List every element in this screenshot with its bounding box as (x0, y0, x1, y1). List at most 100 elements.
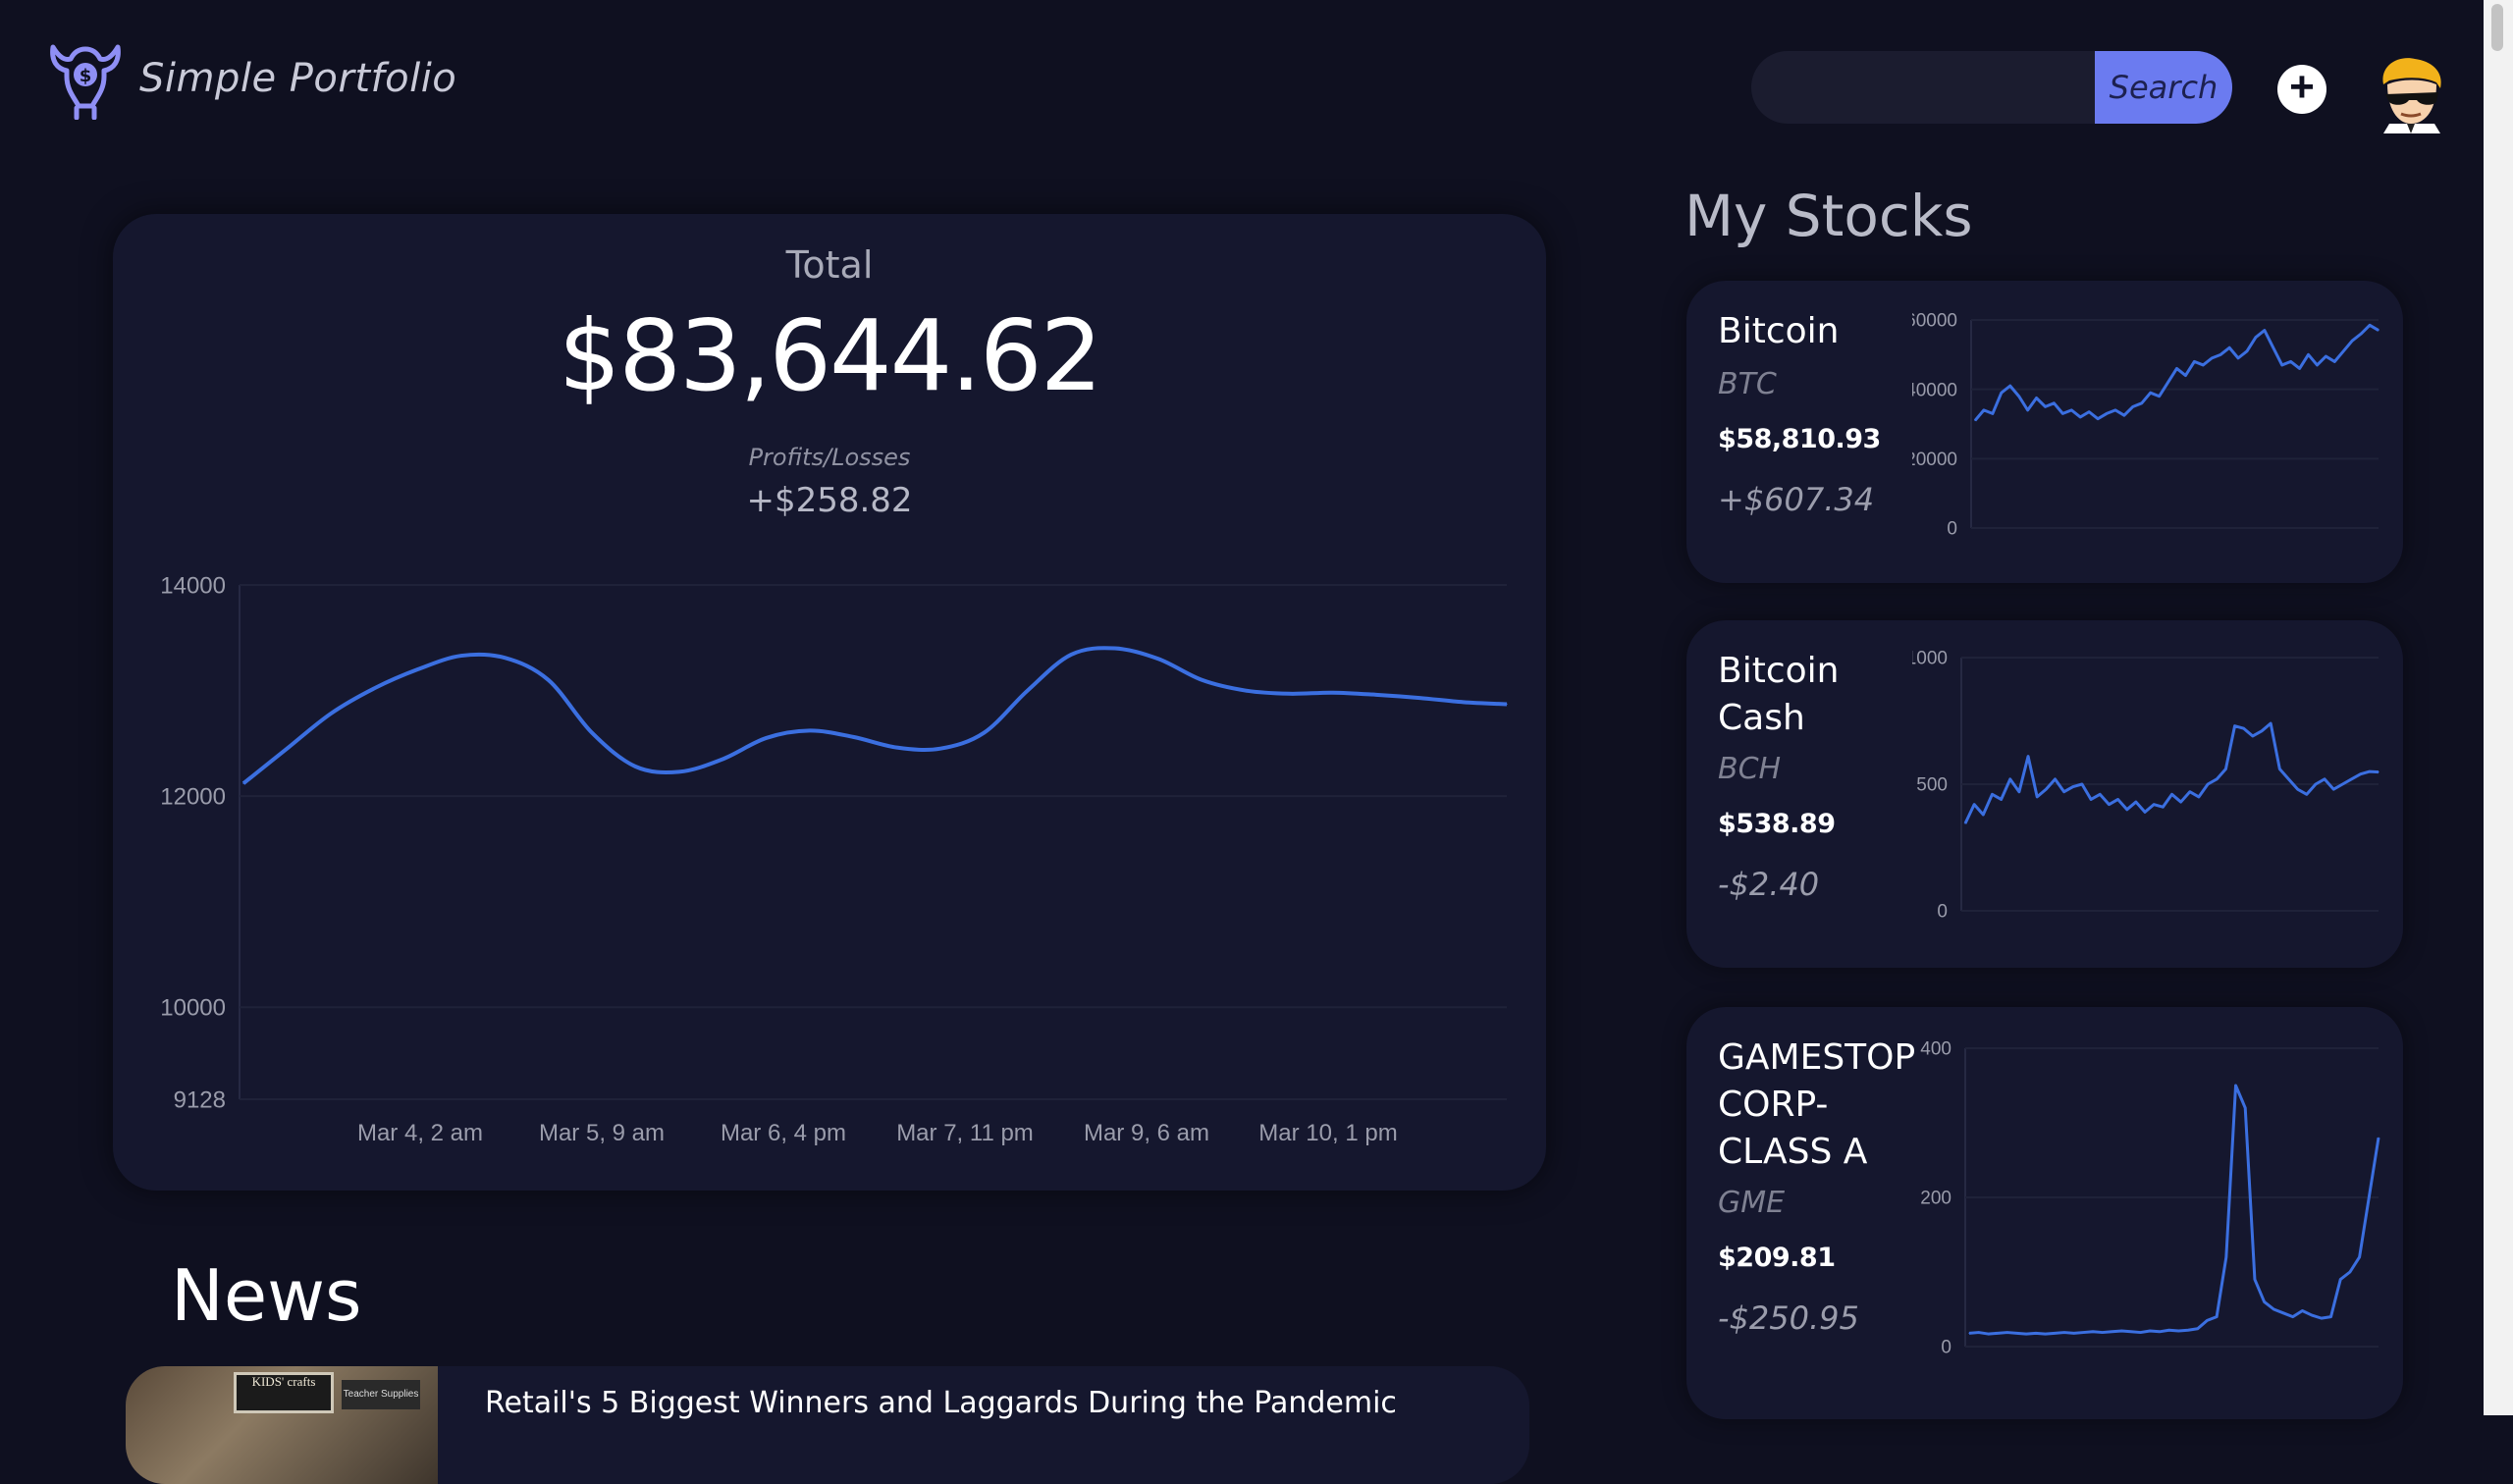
data-point (1506, 703, 1508, 706)
data-point (2233, 725, 2236, 727)
data-point (2350, 778, 2353, 780)
series-line (241, 646, 1508, 785)
data-point (2045, 788, 2047, 790)
chart-axes: 0 200 400 (1920, 1039, 2379, 1358)
y-tick-label: 0 (1937, 902, 1948, 923)
data-point (2006, 1331, 2008, 1334)
y-tick-label: 10000 (160, 995, 226, 1022)
data-point (2359, 1256, 2361, 1258)
search-input[interactable] (1751, 51, 2095, 124)
data-point (2228, 346, 2230, 348)
data-point (2150, 392, 2152, 394)
search-bar: Search (1751, 51, 2232, 124)
data-point (2177, 1330, 2179, 1332)
data-point (2324, 778, 2326, 780)
plus-circle-icon: + (2289, 63, 2315, 111)
stock-price: $538.89 (1718, 809, 1836, 839)
sunglasses-icon (2385, 92, 2438, 105)
data-point (2351, 340, 2353, 342)
data-point (2281, 364, 2283, 366)
data-point (2306, 793, 2308, 795)
stock-card-bch[interactable]: Bitcoin Cash BCH $538.89 -$2.40 0 500 1000 (1686, 620, 2403, 968)
y-tick-label: 12000 (160, 784, 226, 811)
scrollbar-thumb[interactable] (2491, 4, 2503, 51)
news-item[interactable]: KIDS' crafts Teacher Supplies Retail's 5… (126, 1366, 1529, 1484)
data-point (2339, 1279, 2341, 1281)
stock-ticker: BTC (1718, 367, 1777, 401)
data-point (1974, 419, 1976, 422)
data-point (2378, 1137, 2379, 1139)
x-tick-label: Mar 6, 4 pm (721, 1120, 846, 1146)
data-point (2070, 409, 2072, 411)
data-point (2135, 801, 2137, 803)
data-point (2144, 811, 2146, 813)
data-point (2170, 793, 2173, 795)
data-point (2246, 350, 2248, 352)
data-point (2009, 385, 2011, 387)
data-point (2082, 1331, 2084, 1334)
x-tick-label: Mar 5, 9 am (539, 1120, 665, 1146)
data-point (2292, 1316, 2294, 1318)
data-point (1978, 1331, 1980, 1334)
stock-name: Bitcoin Cash (1718, 651, 1840, 738)
chart-axes: 0 500 1000 (1912, 649, 2379, 923)
data-point (330, 713, 332, 715)
data-point (2369, 324, 2371, 326)
data-point (2079, 416, 2081, 418)
data-point (1113, 647, 1116, 650)
data-point (1987, 1333, 1989, 1335)
data-point (2378, 771, 2379, 773)
data-point (2298, 367, 2301, 370)
data-point (2360, 333, 2362, 335)
data-point (722, 758, 723, 761)
data-point (2061, 412, 2063, 414)
avatar[interactable] (2376, 55, 2446, 133)
data-point (2264, 1300, 2266, 1302)
stock-card-gme[interactable]: GAMESTOP CORP-CLASS A GME $209.81 -$250.… (1686, 1007, 2403, 1419)
data-point (2321, 1317, 2323, 1319)
data-point (2009, 778, 2011, 780)
data-point (1027, 689, 1029, 692)
data-point (2255, 337, 2257, 339)
data-point (2114, 409, 2116, 411)
data-point (2206, 1319, 2209, 1321)
data-point (2254, 1279, 2256, 1281)
logo[interactable]: $ Simple Portfolio (47, 37, 456, 120)
stock-name: GAMESTOP CORP-CLASS A (1718, 1037, 1916, 1172)
add-stock-button[interactable]: + (2277, 65, 2326, 114)
data-point (2184, 374, 2187, 377)
stock-card-btc[interactable]: Bitcoin BTC $58,810.93 +$607.34 0 20000 40… (1686, 281, 2403, 583)
search-button[interactable]: Search (2095, 51, 2232, 124)
my-stocks-title: My Stocks (1684, 183, 1973, 249)
avatar-hair-icon (2382, 58, 2441, 88)
data-point (2301, 1309, 2304, 1312)
scrollbar[interactable] (2484, 0, 2513, 1415)
data-point (2166, 382, 2169, 384)
data-point (460, 655, 462, 657)
data-point (1982, 814, 1984, 816)
data-point (2180, 801, 2182, 803)
data-point (2316, 364, 2319, 366)
data-point (2090, 798, 2092, 801)
data-point (2108, 804, 2111, 806)
data-point (2027, 409, 2029, 411)
series-path (1963, 721, 2379, 824)
data-point (2132, 405, 2134, 407)
data-point (2243, 727, 2245, 729)
data-point (2097, 418, 2099, 420)
data-point (2168, 1329, 2170, 1331)
data-point (591, 731, 593, 734)
series-path (1968, 1084, 2380, 1336)
data-point (896, 747, 898, 749)
data-point (2063, 791, 2065, 793)
data-point (765, 737, 768, 739)
data-point (2081, 783, 2083, 785)
total-value: $83,644.62 (558, 298, 1103, 413)
data-point (2102, 1331, 2104, 1334)
data-point (416, 668, 419, 670)
news-title: News (171, 1254, 362, 1337)
data-point (1201, 679, 1203, 681)
data-point (2224, 768, 2227, 770)
data-point (2272, 346, 2274, 348)
y-tick-label: 60000 (1912, 311, 1957, 332)
